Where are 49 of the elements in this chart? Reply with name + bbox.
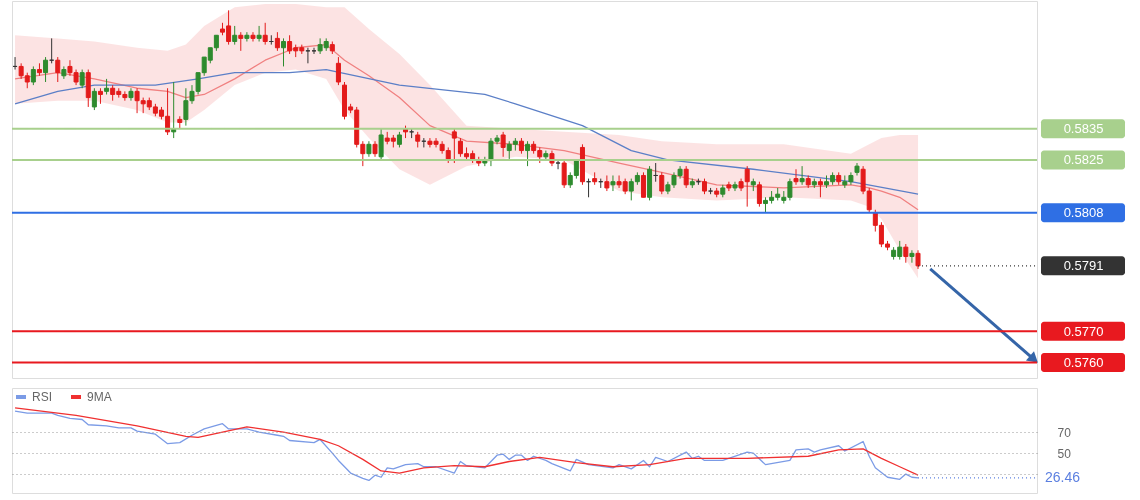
candlestick: [281, 37, 286, 67]
candlestick: [250, 31, 256, 42]
candlestick: [43, 56, 49, 83]
candlestick: [311, 47, 317, 55]
candlestick: [817, 178, 823, 198]
y-tick-label: 0.5791: [1063, 258, 1104, 274]
candlestick: [756, 181, 762, 208]
candlestick: [274, 31, 280, 52]
candlestick: [244, 31, 250, 42]
y-tick-label: 0.5770: [1063, 323, 1104, 339]
candlestick: [909, 249, 915, 264]
y-tick-label: 0.5825: [1063, 152, 1104, 168]
candlestick: [500, 131, 506, 158]
candlestick: [793, 168, 799, 186]
candlestick: [256, 25, 262, 42]
ref-line-label: 26.46: [1045, 468, 1081, 485]
candlestick: [451, 128, 457, 164]
candlestick: [238, 31, 244, 52]
candlestick: [91, 87, 97, 111]
candlestick: [915, 249, 921, 270]
candlestick: [232, 25, 238, 46]
candlestick: [525, 140, 531, 167]
candlestick: [378, 128, 384, 161]
candlestick: [262, 22, 268, 46]
line-series: [14, 68, 919, 195]
candlestick: [79, 69, 85, 89]
candlestick: [30, 65, 36, 86]
candlestick: [128, 87, 134, 102]
y-tick-label: 50: [1057, 446, 1072, 461]
candlestick: [335, 56, 341, 86]
legend-label: RSI: [32, 390, 53, 404]
candlestick: [659, 171, 665, 195]
y-tick-label: 0.5835: [1063, 121, 1104, 137]
candlestick: [561, 159, 567, 189]
candlestick: [61, 65, 67, 80]
legend-label: 9MA: [87, 390, 112, 404]
line-series: [14, 43, 919, 211]
candlestick: [640, 171, 646, 198]
candlestick: [55, 56, 61, 83]
candlestick: [604, 174, 610, 192]
y-tick-label: 0.5808: [1063, 205, 1104, 221]
candlestick: [305, 47, 311, 64]
candlestick: [799, 165, 805, 186]
candlestick: [683, 165, 689, 189]
candlestick: [610, 174, 616, 192]
y-tick-label: 70: [1057, 425, 1072, 440]
candlestick: [555, 159, 561, 170]
y-tick-label: 0.5760: [1063, 354, 1104, 370]
candlestick: [903, 243, 909, 264]
